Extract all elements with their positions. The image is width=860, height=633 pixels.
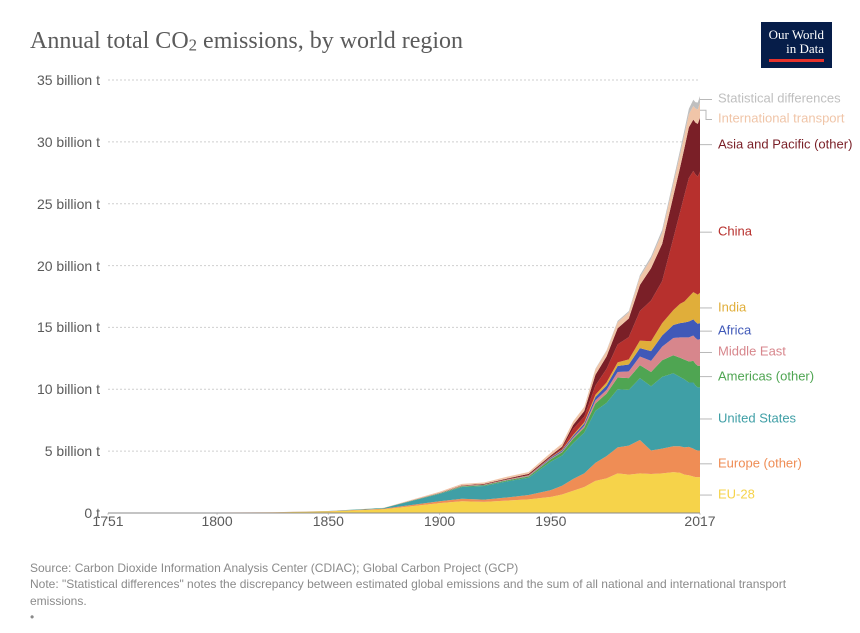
- chart-title: Annual total CO2 emissions, by world reg…: [30, 28, 834, 56]
- x-tick-label: 2017: [684, 513, 715, 529]
- x-tick-label: 1900: [424, 513, 455, 529]
- logo-line-2: in Data: [769, 42, 824, 61]
- legend-item-middle_east: Middle East: [718, 345, 786, 360]
- legend-item-china: China: [718, 225, 752, 240]
- legend-item-asia_other: Asia and Pacific (other): [718, 137, 852, 152]
- owid-logo: Our World in Data: [761, 22, 832, 68]
- y-axis-labels: 0 t5 billion t10 billion t15 billion t20…: [0, 80, 100, 513]
- y-tick-label: 35 billion t: [37, 72, 100, 88]
- y-tick-label: 30 billion t: [37, 134, 100, 150]
- legend-item-stat_diff: Statistical differences: [718, 92, 841, 107]
- footnote-extra: •: [30, 609, 832, 625]
- legend-item-eu28: EU-28: [718, 488, 755, 503]
- logo-line-1: Our World: [769, 28, 824, 42]
- x-tick-label: 1800: [201, 513, 232, 529]
- x-tick-label: 1751: [92, 513, 123, 529]
- y-tick-label: 15 billion t: [37, 319, 100, 335]
- legend-item-india: India: [718, 300, 746, 315]
- x-axis-labels: 175118001850190019502017: [108, 513, 700, 537]
- x-tick-label: 1850: [313, 513, 344, 529]
- chart-root: Annual total CO2 emissions, by world reg…: [0, 0, 860, 633]
- legend-item-africa: Africa: [718, 324, 751, 339]
- footnote-source: Source: Carbon Dioxide Information Analy…: [30, 560, 832, 576]
- y-tick-label: 25 billion t: [37, 196, 100, 212]
- y-tick-label: 10 billion t: [37, 381, 100, 397]
- legend: Statistical differences International tra…: [704, 80, 860, 513]
- footnote-note: Note: "Statistical differences" notes th…: [30, 576, 832, 608]
- plot-area: [108, 80, 700, 513]
- legend-item-americas_other: Americas (other): [718, 369, 814, 384]
- legend-item-us: United States: [718, 412, 796, 427]
- legend-item-europe_other: Europe (other): [718, 456, 802, 471]
- stacked-area-svg: [108, 80, 700, 513]
- y-tick-label: 20 billion t: [37, 258, 100, 274]
- legend-item-intl_transport: International transport: [718, 112, 844, 127]
- footnote: Source: Carbon Dioxide Information Analy…: [30, 560, 832, 625]
- y-tick-label: 5 billion t: [45, 443, 100, 459]
- x-tick-label: 1950: [535, 513, 566, 529]
